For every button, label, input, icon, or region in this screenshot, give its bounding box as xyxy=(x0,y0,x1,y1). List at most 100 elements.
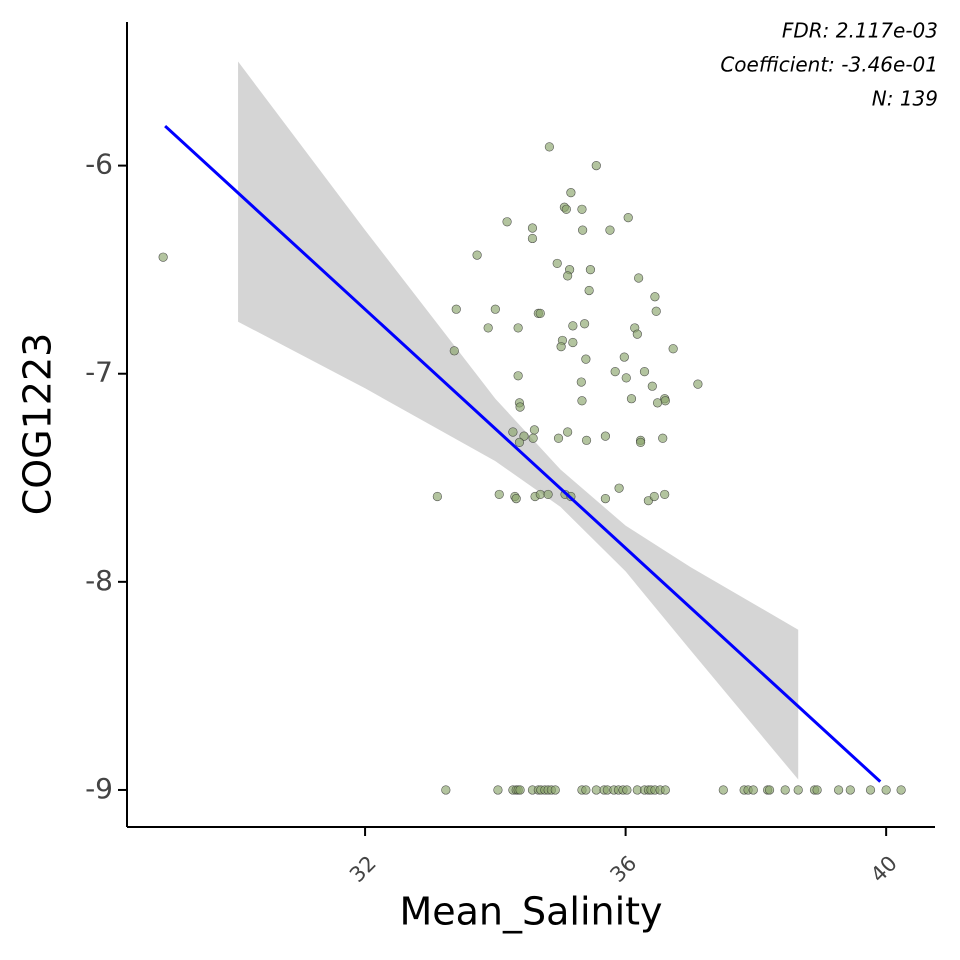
y-tick-label: -7 xyxy=(85,356,113,389)
point xyxy=(865,785,876,795)
point xyxy=(158,252,168,262)
point xyxy=(660,489,670,500)
point xyxy=(793,785,803,795)
point xyxy=(660,396,670,406)
point xyxy=(812,785,822,795)
point xyxy=(508,427,518,437)
point xyxy=(579,319,590,329)
point xyxy=(652,398,663,408)
fit-line xyxy=(164,124,882,783)
point xyxy=(577,396,587,406)
point xyxy=(493,785,503,795)
point xyxy=(649,491,659,502)
y-axis-label: COG1223 xyxy=(16,333,60,516)
point xyxy=(563,271,573,281)
point xyxy=(502,217,512,227)
point xyxy=(634,273,644,283)
point xyxy=(668,344,678,354)
point xyxy=(639,367,650,377)
point xyxy=(568,321,578,331)
point xyxy=(566,188,576,198)
x-axis-label: Mean_Salinity xyxy=(399,890,662,934)
point xyxy=(576,377,586,387)
point xyxy=(881,785,891,795)
point xyxy=(543,489,553,500)
point xyxy=(519,431,529,441)
point xyxy=(845,785,855,795)
point xyxy=(591,785,601,795)
point xyxy=(626,394,637,404)
point xyxy=(563,427,573,437)
point xyxy=(513,323,523,333)
point xyxy=(619,352,629,362)
x-tick-label: 40 xyxy=(866,851,902,887)
point xyxy=(472,250,482,260)
point xyxy=(647,381,657,391)
point xyxy=(650,292,660,302)
point xyxy=(660,785,670,795)
point xyxy=(718,785,728,795)
point xyxy=(513,371,523,381)
y-tick-label: -8 xyxy=(85,564,113,597)
point xyxy=(556,342,566,352)
point xyxy=(561,204,571,214)
point xyxy=(553,433,564,443)
point xyxy=(591,161,601,171)
point xyxy=(896,785,906,795)
point xyxy=(552,258,562,269)
point xyxy=(515,785,525,795)
point xyxy=(511,493,521,504)
point xyxy=(581,785,591,795)
point xyxy=(658,433,668,443)
annotation: Coefficient: -3.46e-01 xyxy=(720,53,938,77)
point xyxy=(483,323,493,333)
point xyxy=(529,425,540,435)
point xyxy=(584,285,594,296)
x-tick-label: 32 xyxy=(345,851,381,887)
point xyxy=(651,306,661,316)
point xyxy=(622,785,632,795)
point xyxy=(581,354,591,364)
annotation: FDR: 2.117e-03 xyxy=(782,19,938,43)
point xyxy=(621,373,631,383)
point xyxy=(585,265,596,275)
point xyxy=(614,483,624,493)
annotation: N: 139 xyxy=(872,87,938,111)
point xyxy=(600,431,611,441)
point xyxy=(577,204,587,214)
point xyxy=(568,337,578,348)
point xyxy=(578,225,588,235)
point xyxy=(514,437,525,447)
x-tick-label: 36 xyxy=(606,851,642,887)
point xyxy=(441,785,451,795)
point xyxy=(600,493,611,504)
y-tick-label: -9 xyxy=(85,772,113,805)
point xyxy=(581,435,592,445)
point xyxy=(535,308,545,318)
point xyxy=(623,213,633,223)
point xyxy=(693,379,703,389)
point xyxy=(632,329,642,339)
point xyxy=(764,785,775,795)
point xyxy=(605,225,615,235)
point xyxy=(432,491,442,502)
point xyxy=(535,489,545,500)
point xyxy=(527,223,538,233)
point xyxy=(544,142,555,152)
point xyxy=(515,402,525,412)
point xyxy=(748,785,758,795)
point xyxy=(494,489,504,500)
y-tick-label: -6 xyxy=(85,148,113,181)
point xyxy=(528,433,538,443)
point xyxy=(550,785,560,795)
point xyxy=(780,785,790,795)
point xyxy=(527,233,538,244)
point xyxy=(490,304,500,314)
point xyxy=(451,304,461,314)
point xyxy=(834,785,844,795)
point xyxy=(635,437,646,447)
point xyxy=(610,367,620,377)
point xyxy=(449,346,459,356)
confidence-band xyxy=(238,61,799,780)
